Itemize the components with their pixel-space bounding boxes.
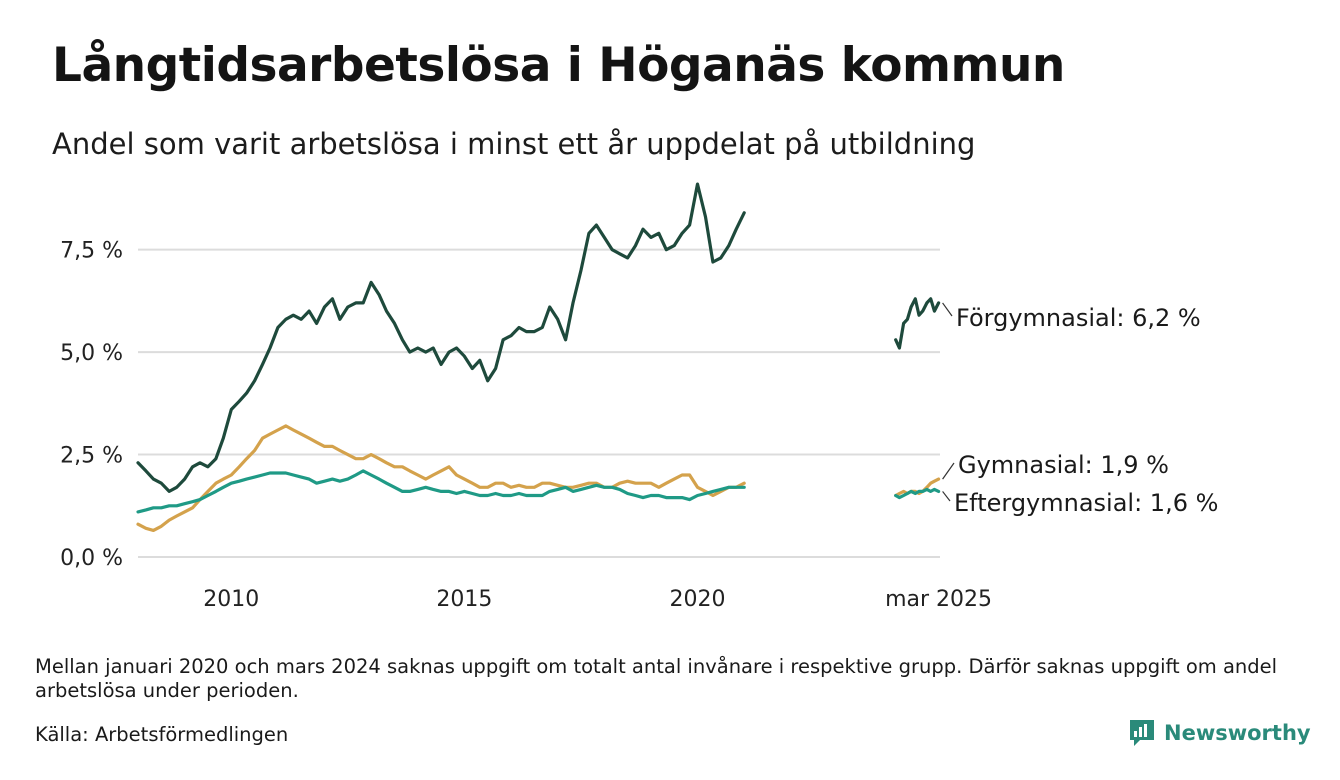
chart-title: Långtidsarbetslösa i Höganäs kommun (52, 38, 1065, 93)
footnote: Mellan januari 2020 och mars 2024 saknas… (35, 655, 1278, 702)
source-text: Källa: Arbetsförmedlingen (35, 723, 289, 746)
end-label-gymnasial: Gymnasial: 1,9 % (958, 451, 1169, 479)
brand-chart-icon (1130, 720, 1154, 746)
gridlines (138, 248, 940, 558)
y-tick-label: 5,0 % (60, 341, 123, 366)
y-tick-label: 0,0 % (60, 546, 123, 571)
series-line-förgymnasial (136, 182, 746, 493)
newsworthy-logo: Newsworthy (1128, 716, 1311, 750)
x-tick-label: 2015 (436, 587, 492, 612)
line-chart: Förgymnasial: 6,2 % Gymnasial: 1,9 % Efter… (60, 182, 1218, 612)
series-line-eftergymnasial (136, 469, 746, 514)
label-leader-line (942, 462, 955, 480)
label-leader-line (942, 491, 951, 502)
x-tick-label: mar 2025 (885, 587, 992, 612)
series-line-förgymnasial (894, 297, 941, 350)
label-leader-line (942, 302, 953, 317)
y-tick-label: 7,5 % (60, 239, 123, 264)
end-label-eftergymnasial: Eftergymnasial: 1,6 % (954, 489, 1218, 517)
series-line-gymnasial (136, 424, 746, 533)
x-tick-label: 2020 (670, 587, 726, 612)
series-lines (136, 182, 941, 533)
series-end-labels: Förgymnasial: 6,2 % Gymnasial: 1,9 % Efter… (942, 302, 1218, 517)
x-tick-label: 2010 (203, 587, 259, 612)
series-line-eftergymnasial (894, 487, 941, 500)
axis-labels: 0,0 % 2,5 % 5,0 % 7,5 % 2010 2015 2020 mar 2025 (60, 239, 992, 612)
brand-name: Newsworthy (1164, 721, 1311, 745)
end-label-förgymnasial: Förgymnasial: 6,2 % (956, 304, 1201, 332)
chart-subtitle: Andel som varit arbetslösa i minst ett å… (52, 127, 976, 161)
y-tick-label: 2,5 % (60, 444, 123, 469)
